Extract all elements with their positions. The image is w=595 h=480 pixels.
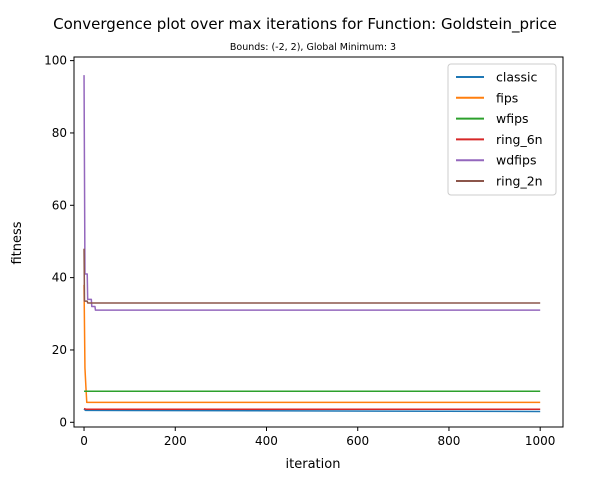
legend-label: fips xyxy=(496,90,518,105)
series-layer xyxy=(83,75,541,413)
series-line-ring-6n xyxy=(83,407,541,411)
legend-entry-ring-2n: ring_2n xyxy=(456,174,543,189)
plot-frame xyxy=(73,56,564,428)
y-tick-label: 20 xyxy=(52,343,67,357)
legend-label: wfips xyxy=(496,111,529,126)
legend-entry-fips: fips xyxy=(456,90,518,105)
legend-label: ring_6n xyxy=(496,132,543,147)
y-tick-label: 60 xyxy=(52,198,67,212)
y-tick-label: 80 xyxy=(52,126,67,140)
x-tick-label: 200 xyxy=(164,434,187,448)
x-axis-label: iteration xyxy=(286,457,341,472)
chart-title: Convergence plot over max iterations for… xyxy=(53,15,557,34)
legend-entry-ring-6n: ring_6n xyxy=(456,132,543,147)
x-tick-label: 800 xyxy=(438,434,461,448)
y-axis-label: fitness xyxy=(10,221,25,264)
series-line-fips xyxy=(83,284,541,404)
x-tick-label: 0 xyxy=(80,434,88,448)
y-tick-label: 0 xyxy=(59,415,67,429)
x-axis-ticks: 0 200 400 600 800 1000 xyxy=(80,427,555,448)
y-axis-ticks: 0 20 40 60 80 100 xyxy=(44,54,74,429)
series-line-ring-2n xyxy=(83,248,541,304)
legend-frame xyxy=(447,63,557,196)
legend-label: wdfips xyxy=(496,153,536,168)
series-line-wdfips xyxy=(83,75,541,311)
y-tick-label: 40 xyxy=(52,271,67,285)
legend-entry-wdfips: wdfips xyxy=(456,153,536,168)
legend-entry-wfips: wfips xyxy=(456,111,529,126)
legend-label: classic xyxy=(496,70,538,85)
x-tick-label: 1000 xyxy=(525,434,556,448)
chart-subtitle: Bounds: (-2, 2), Global Minimum: 3 xyxy=(230,42,396,53)
x-tick-label: 400 xyxy=(255,434,278,448)
y-tick-label: 100 xyxy=(44,54,67,68)
x-tick-label: 600 xyxy=(346,434,369,448)
legend-entry-classic: classic xyxy=(456,70,538,85)
legend-label: ring_2n xyxy=(496,174,543,189)
